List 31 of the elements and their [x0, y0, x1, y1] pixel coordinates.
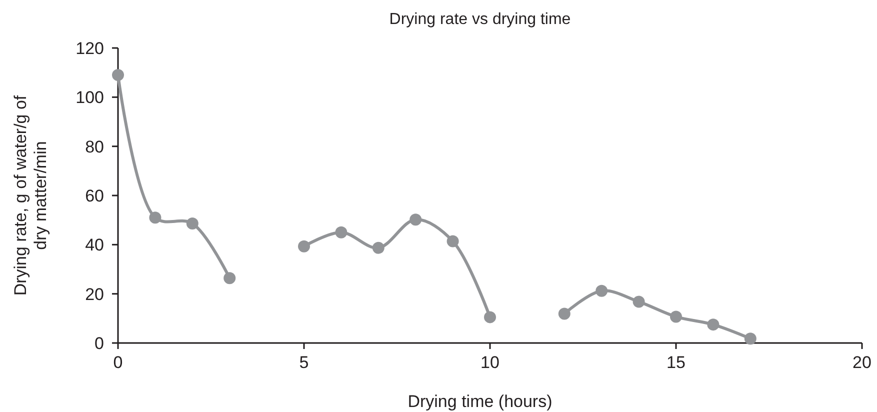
point — [186, 218, 198, 230]
point — [446, 235, 459, 248]
x-axis-title: Drying time (hours) — [408, 392, 552, 411]
point — [707, 318, 720, 331]
x-tick-label: 0 — [113, 353, 123, 372]
point — [149, 212, 162, 224]
y-tick-label: 60 — [85, 186, 104, 206]
point — [112, 69, 124, 82]
x-tick-label: 10 — [480, 353, 500, 372]
y-tick-label: 40 — [85, 236, 104, 255]
x-tick-label: 15 — [666, 353, 686, 372]
point — [298, 240, 310, 252]
y-tick-label: 20 — [85, 284, 104, 304]
point — [670, 310, 682, 323]
chart-title: Drying rate vs drying time — [389, 11, 571, 28]
point — [558, 308, 570, 320]
point — [596, 284, 608, 297]
y-axis-title: Drying rate, g of water/g of dry matter/min — [11, 95, 50, 296]
y-tick-label: 120 — [76, 38, 104, 58]
point — [224, 272, 236, 284]
point — [335, 226, 348, 238]
y-tick-label: 100 — [76, 88, 104, 108]
x-tick-label: 20 — [852, 353, 872, 372]
y-tick-label: 80 — [85, 137, 104, 156]
y-tick-label: 0 — [94, 334, 104, 353]
point — [484, 311, 496, 324]
point — [372, 242, 384, 254]
point — [632, 296, 645, 308]
x-tick-label: 5 — [299, 353, 309, 372]
point — [744, 332, 756, 345]
point — [410, 214, 422, 226]
